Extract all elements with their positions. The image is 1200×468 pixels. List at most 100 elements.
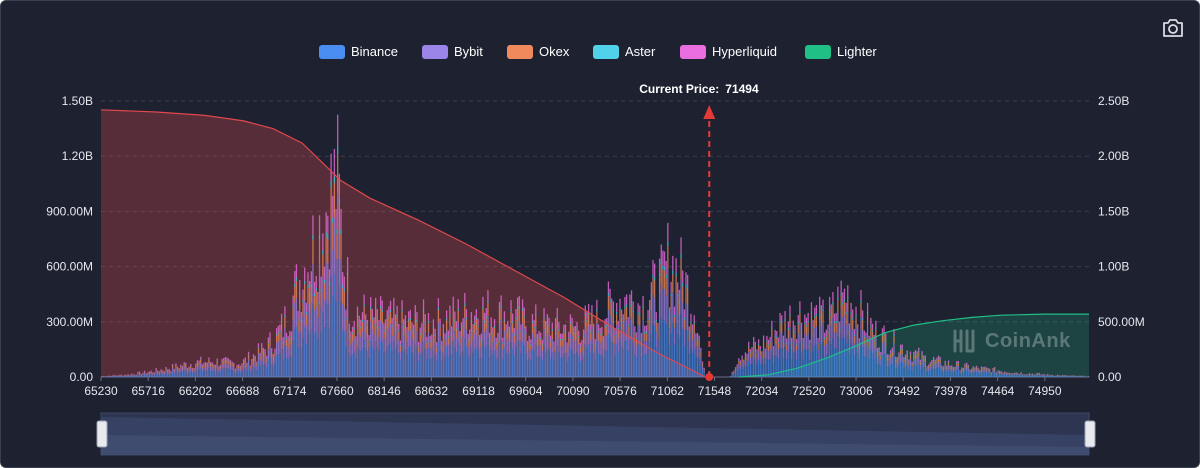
bar-hyperliquid [358,315,360,324]
bar-aster [457,308,459,311]
bar-okex [244,360,246,364]
bar-bybit [163,372,166,375]
bar-bybit [898,359,900,366]
bar-hyperliquid [408,311,410,320]
bar-bybit [297,330,299,348]
bar-hyperliquid [861,310,864,319]
zoom-handle-left[interactable] [96,420,108,448]
bar-okex [761,355,763,359]
bar-aster [691,330,694,333]
bar-binance [125,376,128,377]
bar-binance [302,337,304,377]
bar-hyperliquid [632,301,634,311]
bar-bybit [1027,375,1029,376]
bar-bybit [246,367,248,371]
bar-aster [700,351,702,353]
camera-icon[interactable] [1161,17,1185,39]
bar-okex [228,361,230,365]
legend-item-okex[interactable]: Okex [507,44,570,59]
bar-binance [188,372,190,377]
bar-okex [271,352,273,357]
bar-bybit [568,345,570,357]
bar-binance [183,370,185,377]
bar-aster [866,311,869,315]
legend-item-hyperliquid[interactable]: Hyperliquid [680,44,777,59]
bar-bybit [865,345,867,357]
bar-hyperliquid [566,342,568,347]
bar-okex [204,364,207,367]
bar-aster [852,317,854,320]
bar-binance [658,323,661,377]
bar-binance [551,352,553,377]
legend-item-aster[interactable]: Aster [593,44,656,59]
bar-okex [741,358,743,362]
bar-okex [249,367,251,369]
bar-binance [502,359,504,377]
bar-binance [1005,374,1007,377]
bar-aster [670,293,672,297]
bar-hyperliquid [460,322,463,329]
bar-okex [308,295,311,310]
bar-hyperliquid [903,357,905,360]
bar-bybit [345,329,347,347]
bar-hyperliquid [774,329,776,336]
bar-aster [513,333,515,336]
bar-okex [180,366,182,369]
bar-okex [170,371,172,373]
bar-okex [373,326,375,336]
bar-hyperliquid [769,336,771,342]
bar-aster [422,308,425,312]
bar-aster [427,320,430,323]
bar-okex [847,299,849,313]
legend-item-lighter[interactable]: Lighter [805,44,877,59]
bar-binance [1041,375,1044,377]
bar-hyperliquid [881,328,884,335]
bar-aster [409,318,411,321]
bar-bybit [741,361,743,368]
bar-binance [277,353,279,377]
bar-binance [510,342,512,377]
bar-hyperliquid [247,351,250,355]
zoom-slider[interactable] [96,412,1096,456]
bar-aster [424,321,426,324]
bar-okex [594,344,596,351]
bar-okex [209,364,212,367]
legend-item-binance[interactable]: Binance [319,44,398,59]
bar-okex [213,366,215,369]
bar-aster [614,335,616,337]
bar-aster [259,355,261,357]
bar-okex [592,331,595,340]
bar-hyperliquid [375,297,377,308]
bar-bybit [315,306,317,332]
bar-binance [1056,376,1059,377]
bar-binance [143,374,146,377]
bar-okex [162,371,164,373]
bar-aster [475,317,478,320]
bar-bybit [800,338,803,353]
bar-binance [206,370,208,377]
bar-hyperliquid [299,280,301,292]
bar-okex [599,335,601,343]
bar-bybit [974,370,976,373]
bar-okex [335,234,337,260]
bar-binance [480,357,482,377]
bar-binance [634,354,636,377]
bar-okex [165,368,167,370]
bar-bybit [926,369,928,373]
zoom-handle-right[interactable] [1084,420,1096,448]
bar-hyperliquid [754,341,756,347]
bar-binance [304,327,306,377]
bar-hyperliquid [431,334,433,340]
bar-aster [688,332,690,335]
bar-binance [479,358,481,377]
legend-item-bybit[interactable]: Bybit [422,44,483,59]
bar-hyperliquid [1015,372,1017,373]
bar-bybit [209,366,212,371]
bar-okex [1010,373,1012,375]
bar-okex [500,307,502,320]
bar-hyperliquid [939,357,941,360]
bar-binance [285,357,288,377]
bar-hyperliquid [678,289,681,301]
bar-bybit [432,336,435,352]
bar-bybit [624,320,626,341]
